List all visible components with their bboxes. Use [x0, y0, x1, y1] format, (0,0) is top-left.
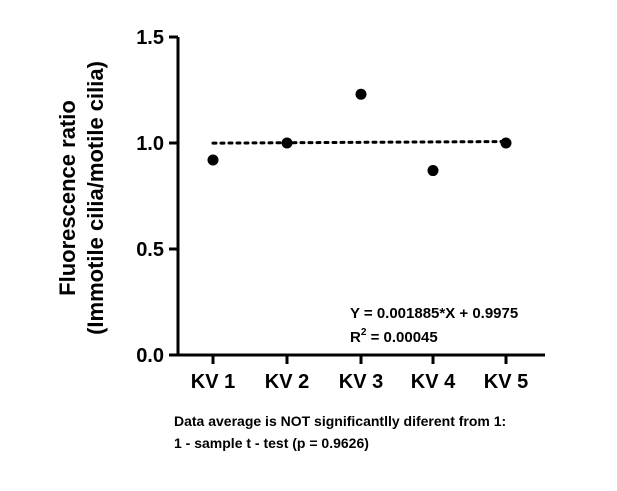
data-point: [427, 165, 439, 177]
r-squared-label: R: [350, 329, 361, 346]
x-tick-label: KV 4: [411, 371, 456, 393]
x-axis: KV 1 KV 2 KV 3 KV 4 KV 5: [178, 353, 545, 393]
regression-line: [211, 140, 508, 145]
r-squared-value: = 0.00045: [366, 329, 437, 346]
fit-line: [211, 140, 508, 145]
regression-equation: Y = 0.001885*X + 0.9975: [350, 305, 518, 322]
y-axis-title-line1: Fluorescence ratio: [55, 100, 80, 296]
x-tick-label: KV 5: [484, 371, 528, 393]
y-tick-label: 1.0: [136, 133, 164, 155]
y-tick-label: 1.5: [136, 27, 164, 49]
y-tick-label: 0.0: [136, 345, 164, 367]
significance-note-line1: Data average is NOT significantlly difer…: [174, 413, 507, 429]
x-tick-label: KV 3: [339, 371, 383, 393]
data-points: [207, 88, 512, 177]
y-axis-title-line2: (Immotile cilia/motile cilia): [83, 61, 108, 335]
y-tick-label: 0.5: [136, 239, 164, 261]
y-axis: 0.0 0.5 1.0 1.5: [136, 27, 180, 367]
data-point: [355, 88, 367, 100]
r-squared: R2 = 0.00045: [350, 327, 438, 346]
data-point: [281, 137, 293, 149]
x-tick-label: KV 2: [265, 371, 309, 393]
x-tick-label: KV 1: [191, 371, 235, 393]
data-point: [500, 137, 512, 149]
data-point: [207, 154, 219, 166]
significance-note-line2: 1 - sample t - test (p = 0.9626): [174, 435, 369, 451]
r-squared-superscript: 2: [361, 327, 367, 338]
